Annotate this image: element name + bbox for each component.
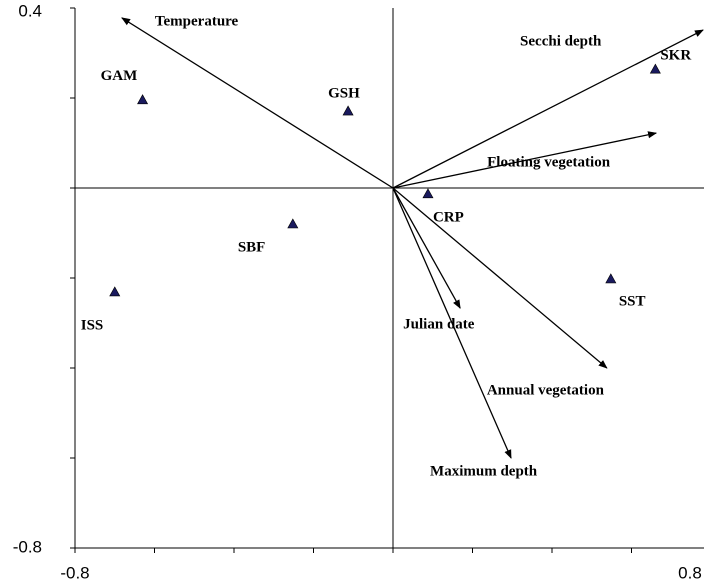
site-marker: [422, 188, 434, 199]
arrow-label: Secchi depth: [520, 33, 602, 49]
site-label: GSH: [328, 85, 360, 101]
site-label: CRP: [433, 209, 464, 225]
y-tick-label: 0.4: [18, 1, 42, 20]
site-label: ISS: [81, 317, 104, 333]
x-tick-label: 0.8: [678, 563, 702, 582]
site-marker: [109, 286, 121, 297]
x-tick-label: -0.8: [60, 563, 89, 582]
site-marker: [605, 273, 617, 284]
arrow-label: Annual vegetation: [487, 382, 605, 398]
arrow: [392, 187, 512, 459]
arrow-label: Julian date: [403, 317, 475, 333]
site-marker: [287, 218, 299, 229]
site-marker: [137, 94, 149, 105]
y-tick-label: -0.8: [13, 537, 42, 556]
site-marker: [649, 63, 661, 74]
site-label: SST: [619, 293, 646, 309]
arrow: [392, 187, 461, 309]
arrow-label: Floating vegetation: [487, 155, 611, 171]
site-label: SKR: [660, 48, 691, 64]
arrow: [121, 17, 394, 189]
arrow: [392, 29, 704, 189]
arrow-label: Maximum depth: [430, 463, 538, 479]
arrow: [392, 187, 608, 369]
site-marker: [342, 105, 354, 116]
site-label: SBF: [238, 239, 266, 255]
arrow-label: Temperature: [155, 13, 239, 29]
arrow: [392, 131, 658, 189]
site-label: GAM: [101, 68, 138, 84]
